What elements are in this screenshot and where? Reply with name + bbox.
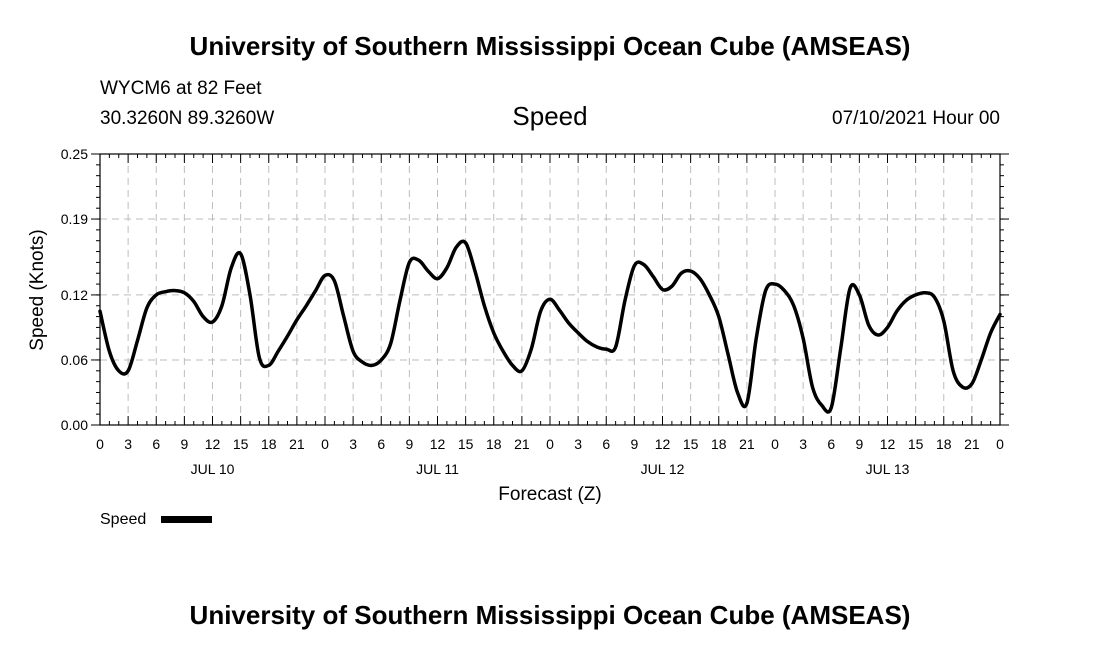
day-label: JUL 11 bbox=[416, 461, 459, 477]
y-tick-label: 0.12 bbox=[61, 287, 88, 303]
x-tick-label: 3 bbox=[124, 436, 132, 452]
axis-ticks bbox=[91, 153, 1009, 426]
day-label: JUL 10 bbox=[191, 461, 235, 477]
x-tick-label: 15 bbox=[458, 436, 474, 452]
x-tick-label: 18 bbox=[486, 436, 502, 452]
x-tick-label: 3 bbox=[574, 436, 582, 452]
x-tick-label: 0 bbox=[771, 436, 779, 452]
x-tick-label: 6 bbox=[602, 436, 610, 452]
y-tick-label: 0.25 bbox=[61, 146, 88, 162]
y-tick-label: 0.19 bbox=[61, 211, 88, 227]
x-tick-label: 21 bbox=[514, 436, 530, 452]
station-label: WYCM6 at 82 Feet bbox=[100, 78, 262, 99]
x-tick-label: 15 bbox=[683, 436, 699, 452]
y-tick-label: 0.00 bbox=[61, 417, 88, 433]
page-title: University of Southern Mississippi Ocean… bbox=[190, 31, 911, 61]
x-tick-label: 6 bbox=[152, 436, 160, 452]
x-tick-label: 21 bbox=[739, 436, 755, 452]
speed-series-line bbox=[98, 239, 1002, 414]
x-tick-label: 15 bbox=[233, 436, 249, 452]
x-tick-label: 9 bbox=[630, 436, 638, 452]
plot-frame bbox=[99, 153, 1001, 426]
x-tick-label: 21 bbox=[964, 436, 980, 452]
x-tick-label: 3 bbox=[349, 436, 357, 452]
day-label: JUL 13 bbox=[866, 461, 910, 477]
y-tick-label: 0.06 bbox=[61, 352, 88, 368]
x-tick-label: 0 bbox=[546, 436, 554, 452]
x-tick-label: 18 bbox=[261, 436, 277, 452]
x-tick-label: 18 bbox=[711, 436, 727, 452]
x-tick-label: 6 bbox=[827, 436, 835, 452]
coordinates-label: 30.3260N 89.3260W bbox=[100, 108, 274, 129]
x-tick-label: 6 bbox=[377, 436, 385, 452]
day-labels: JUL 10 JUL 11 JUL 12 JUL 13 bbox=[191, 461, 910, 477]
x-tick-label: 0 bbox=[96, 436, 104, 452]
x-tick-label: 0 bbox=[321, 436, 329, 452]
x-tick-label: 12 bbox=[430, 436, 446, 452]
legend-label: Speed bbox=[100, 511, 146, 528]
x-tick-label: 18 bbox=[936, 436, 952, 452]
x-tick-label: 9 bbox=[405, 436, 413, 452]
legend-swatch bbox=[161, 516, 212, 523]
x-tick-label: 3 bbox=[799, 436, 807, 452]
x-tick-label: 0 bbox=[996, 436, 1004, 452]
x-tick-labels: 0 3 6 9 12 15 18 21 0 3 6 9 12 15 18 21 0 3 6 9 12 15 18 21 0 3 6 9… bbox=[96, 436, 1004, 452]
x-tick-label: 9 bbox=[855, 436, 863, 452]
forecast-date: 07/10/2021 Hour 00 bbox=[832, 108, 1000, 129]
x-tick-label: 12 bbox=[655, 436, 671, 452]
x-tick-label: 12 bbox=[880, 436, 896, 452]
x-tick-label: 15 bbox=[908, 436, 924, 452]
x-axis-label: Forecast (Z) bbox=[498, 484, 601, 505]
x-tick-label: 12 bbox=[205, 436, 221, 452]
day-label: JUL 12 bbox=[641, 461, 685, 477]
x-tick-label: 9 bbox=[180, 436, 188, 452]
y-tick-labels: 0.00 0.06 0.12 0.19 0.25 bbox=[61, 146, 88, 433]
footer-title: University of Southern Mississippi Ocean… bbox=[190, 600, 911, 630]
grid-lines bbox=[100, 154, 1000, 425]
x-tick-label: 21 bbox=[289, 436, 305, 452]
y-axis-label: Speed (Knots) bbox=[27, 229, 48, 350]
chart-title: Speed bbox=[512, 101, 587, 131]
